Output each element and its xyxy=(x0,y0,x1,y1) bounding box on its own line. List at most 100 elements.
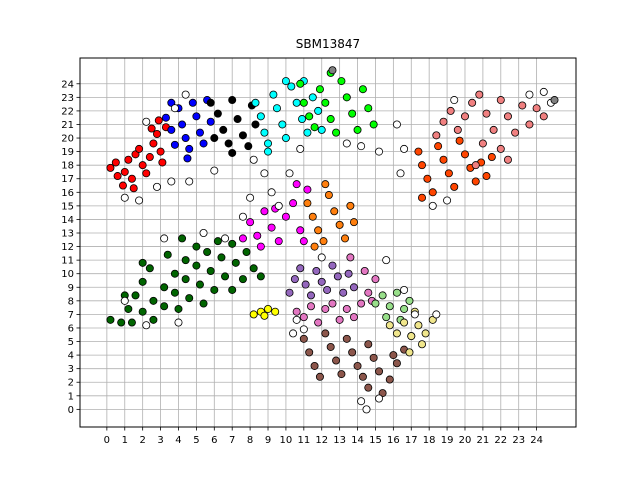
data-point xyxy=(371,275,380,284)
data-point xyxy=(369,353,378,362)
data-point xyxy=(326,342,335,351)
data-point xyxy=(518,101,527,110)
data-point xyxy=(414,321,423,330)
point-cluster xyxy=(432,90,548,170)
data-point xyxy=(192,112,201,121)
data-point xyxy=(238,234,247,243)
data-point xyxy=(428,315,437,324)
data-point xyxy=(358,85,367,94)
data-point xyxy=(281,134,290,143)
data-point xyxy=(455,136,464,145)
data-point xyxy=(117,318,126,327)
data-point xyxy=(348,109,357,118)
data-point xyxy=(475,90,484,99)
point-cluster xyxy=(303,180,358,251)
data-point xyxy=(305,112,314,121)
data-point xyxy=(145,153,154,162)
data-point xyxy=(299,325,308,334)
data-point xyxy=(113,172,122,181)
data-point xyxy=(231,258,240,267)
y-tick-label: 15 xyxy=(61,201,74,212)
x-tick-label: 2 xyxy=(139,435,145,446)
data-point xyxy=(360,266,369,275)
data-point xyxy=(281,212,290,221)
data-point xyxy=(357,299,366,308)
data-point xyxy=(213,237,222,246)
y-tick-label: 24 xyxy=(61,79,74,90)
data-point xyxy=(178,120,187,129)
data-point xyxy=(385,375,394,384)
data-point xyxy=(195,128,204,137)
y-tick-label: 6 xyxy=(68,323,74,334)
data-point xyxy=(290,275,299,284)
data-point xyxy=(337,77,346,86)
data-point xyxy=(238,212,247,221)
data-point xyxy=(289,329,298,338)
point-cluster xyxy=(206,96,260,157)
data-point xyxy=(298,115,307,124)
data-point xyxy=(256,112,265,121)
y-tick-label: 0 xyxy=(68,405,74,416)
data-point xyxy=(228,148,237,157)
data-point xyxy=(335,315,344,324)
data-point xyxy=(321,329,330,338)
data-point xyxy=(138,161,147,170)
data-point xyxy=(392,329,401,338)
data-point xyxy=(292,180,301,189)
data-point xyxy=(120,296,129,305)
data-point xyxy=(167,98,176,107)
data-point xyxy=(299,237,308,246)
data-point xyxy=(364,340,373,349)
data-point xyxy=(375,147,384,156)
x-tick-label: 5 xyxy=(193,435,199,446)
data-point xyxy=(323,285,332,294)
data-point xyxy=(260,169,269,178)
data-point xyxy=(357,142,366,151)
data-point xyxy=(482,109,491,118)
data-point xyxy=(269,90,278,99)
data-point xyxy=(199,229,208,238)
data-point xyxy=(326,115,335,124)
data-point xyxy=(170,104,179,113)
data-point xyxy=(305,348,314,357)
data-point xyxy=(471,177,480,186)
data-point xyxy=(174,318,183,327)
data-point xyxy=(264,147,273,156)
data-point xyxy=(296,79,305,88)
data-point xyxy=(138,277,147,286)
data-point xyxy=(400,304,409,313)
data-point xyxy=(249,310,258,319)
data-point xyxy=(242,247,251,256)
y-tick-label: 22 xyxy=(61,106,74,117)
y-tick-label: 8 xyxy=(68,296,74,307)
data-point xyxy=(167,125,176,134)
data-point xyxy=(170,288,179,297)
y-tick-label: 5 xyxy=(68,337,74,348)
data-point xyxy=(274,237,283,246)
data-point xyxy=(539,112,548,121)
plot-frame xyxy=(79,57,577,428)
data-point xyxy=(428,201,437,210)
data-point xyxy=(296,144,305,153)
x-tick-label: 3 xyxy=(157,435,163,446)
data-point xyxy=(317,253,326,262)
data-point xyxy=(342,304,351,313)
data-point xyxy=(434,142,443,151)
x-tick-label: 10 xyxy=(280,435,293,446)
data-point xyxy=(353,361,362,370)
data-point xyxy=(496,96,505,105)
data-point xyxy=(129,184,138,193)
x-tick-label: 23 xyxy=(512,435,525,446)
x-tick-label: 9 xyxy=(265,435,271,446)
data-point xyxy=(349,218,358,227)
data-point xyxy=(219,125,228,134)
data-point xyxy=(238,131,247,140)
data-point xyxy=(439,117,448,126)
data-point xyxy=(174,304,183,313)
data-point xyxy=(142,321,151,330)
data-point xyxy=(278,120,287,129)
point-cluster xyxy=(106,116,170,193)
data-point xyxy=(281,77,290,86)
data-point xyxy=(221,272,230,281)
